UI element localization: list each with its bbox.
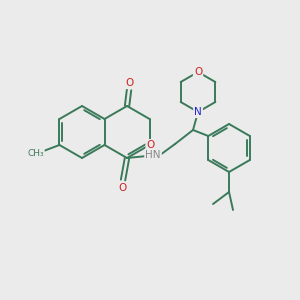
- Text: N: N: [194, 107, 202, 117]
- Text: HN: HN: [145, 150, 161, 160]
- Text: O: O: [194, 67, 202, 77]
- Text: O: O: [125, 78, 133, 88]
- Text: CH₃: CH₃: [27, 148, 44, 158]
- Text: O: O: [146, 140, 155, 150]
- Text: O: O: [118, 183, 126, 193]
